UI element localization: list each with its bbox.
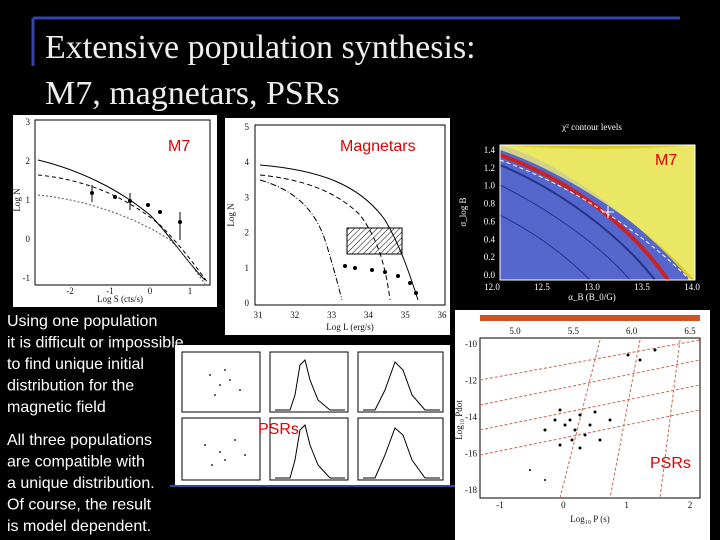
plot-magnetars xyxy=(225,118,450,335)
plot-title: χ² contour levels xyxy=(561,122,622,132)
plot-p-pdot xyxy=(455,310,710,540)
body-line: are compatible with xyxy=(7,454,145,471)
y-tick-label: 1.2 xyxy=(484,163,495,173)
body-line: a unique distribution. xyxy=(7,475,155,492)
x-tick-label: 33 xyxy=(327,310,337,320)
x-tick-label: 13.0 xyxy=(584,282,600,292)
x-tick-label: 12.0 xyxy=(484,282,500,292)
panel-label: M7 xyxy=(655,152,677,169)
x-tick-label: 0 xyxy=(561,500,566,510)
y-axis-title: Log N xyxy=(12,188,22,212)
body-line: is model dependent. xyxy=(7,518,151,535)
y-axis-title: σ_log B xyxy=(458,197,468,226)
x-tick-label: 0 xyxy=(148,286,153,296)
x-tick-label: -1 xyxy=(496,500,504,510)
y-tick-label: -1 xyxy=(23,273,31,283)
y-tick-label: 5 xyxy=(245,122,250,132)
x-tick-label: 32 xyxy=(290,310,299,320)
top-tick-label: 6.5 xyxy=(684,326,696,336)
y-tick-label: 1.0 xyxy=(484,181,496,191)
x-tick-label: 13.5 xyxy=(634,282,650,292)
y-axis-title: Log₁₀ Ṗdot xyxy=(454,400,464,440)
x-tick-label: 1 xyxy=(624,500,629,510)
plot-psr-histograms xyxy=(175,345,450,485)
y-axis-title: Log N xyxy=(226,203,236,227)
body-line: magnetic field xyxy=(7,399,106,416)
body-line: to find unique initial xyxy=(7,356,144,373)
panel-label: Magnetars xyxy=(340,138,416,155)
plot-m7-logn xyxy=(13,115,217,307)
y-tick-label: 2 xyxy=(245,228,250,238)
panel-label: M7 xyxy=(168,138,190,155)
panel-label: PSRs xyxy=(258,421,299,438)
y-tick-label: 0 xyxy=(245,298,250,308)
y-tick-label: -12 xyxy=(465,376,477,386)
top-tick-label: 5.5 xyxy=(568,326,580,336)
y-tick-label: 4 xyxy=(245,157,250,167)
y-tick-label: -10 xyxy=(465,339,477,349)
x-tick-label: 12.5 xyxy=(534,282,550,292)
y-tick-label: 3 xyxy=(26,117,31,127)
x-tick-label: 2 xyxy=(688,500,693,510)
y-tick-label: 0.0 xyxy=(484,270,496,280)
x-axis-title: Log S (cts/s) xyxy=(97,294,143,304)
y-tick-label: 1 xyxy=(26,195,31,205)
plot-contour xyxy=(458,118,705,305)
title-line: Extensive population synthesis: xyxy=(45,29,476,66)
x-tick-label: 35 xyxy=(401,310,411,320)
text-blocks: Using one population it is difficult or i… xyxy=(7,313,184,535)
y-tick-label: 3 xyxy=(245,192,250,202)
y-tick-label: 0 xyxy=(26,234,31,244)
body-line: distribution for the xyxy=(7,378,134,395)
title-line: M7, magnetars, PSRs xyxy=(45,75,340,112)
y-tick-label: -16 xyxy=(465,449,477,459)
x-tick-label: 31 xyxy=(254,310,263,320)
body-line: it is difficult or impossible xyxy=(7,335,184,352)
y-tick-label: -18 xyxy=(465,485,477,495)
x-tick-label: 34 xyxy=(364,310,374,320)
x-axis-title: Log₁₀ P (s) xyxy=(570,514,609,524)
panel-label: PSRs xyxy=(650,455,691,472)
y-tick-label: 1.4 xyxy=(484,145,496,155)
x-tick-label: -1 xyxy=(106,286,114,296)
y-tick-label: 0.6 xyxy=(484,216,496,226)
y-tick-label: 1 xyxy=(245,263,250,273)
body-line: All three populations xyxy=(7,432,152,449)
x-tick-label: 1 xyxy=(188,286,193,296)
y-tick-label: 0.4 xyxy=(484,234,496,244)
x-tick-label: -2 xyxy=(66,286,74,296)
x-axis-title: α_B (B_0/G) xyxy=(568,292,615,302)
y-tick-label: 0.8 xyxy=(484,199,496,209)
x-tick-label: 36 xyxy=(438,310,448,320)
x-tick-label: 14.0 xyxy=(684,282,700,292)
body-line: Using one population xyxy=(7,313,157,330)
body-line: Of course, the result xyxy=(7,497,152,514)
top-tick-label: 5.0 xyxy=(509,326,521,336)
x-axis-title: Log L (erg/s) xyxy=(326,322,374,332)
y-tick-label: -14 xyxy=(465,412,477,422)
top-tick-label: 6.0 xyxy=(626,326,638,336)
y-tick-label: 2 xyxy=(26,156,31,166)
y-tick-label: 0.2 xyxy=(484,252,495,262)
